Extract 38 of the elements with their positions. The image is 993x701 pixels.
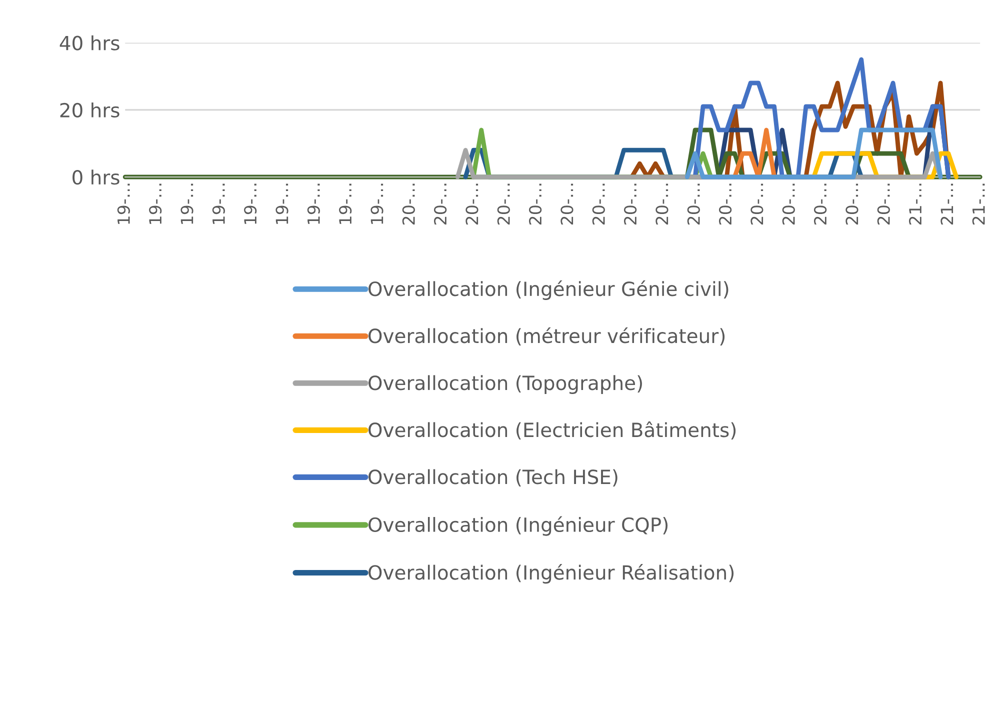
legend-label: Overallocation (Topographe) <box>368 375 642 394</box>
x-tick-label: 20-… <box>624 184 637 225</box>
x-tick-label: 19-… <box>370 184 384 224</box>
x-tick-label: 20-… <box>687 184 700 225</box>
x-tick-label: 20-… <box>560 184 574 225</box>
legend-label: Overallocation (Electricien Bâtiments) <box>368 421 736 440</box>
legend-label: Overallocation (Tech HSE) <box>368 469 618 487</box>
x-tick-label: 20-… <box>402 184 415 225</box>
x-tick-label: 19-… <box>244 184 257 224</box>
x-tick-label: 19-… <box>149 184 162 224</box>
x-tick-label: 20-… <box>529 184 542 225</box>
x-tick-label: 19-… <box>276 184 288 224</box>
x-tick-label: 19-… <box>307 184 320 224</box>
x-tick-label: 19-… <box>212 184 225 224</box>
legend-label: Overallocation (métreur vérificateur) <box>368 327 725 346</box>
legend-label: Overallocation (Ingénieur Génie civil) <box>368 280 728 300</box>
x-tick-label: 20-… <box>877 184 890 225</box>
x-tick-label: 21-… <box>908 184 922 225</box>
x-tick-label: 20-… <box>434 184 447 225</box>
x-tick-label: 20-… <box>846 184 858 225</box>
legend-label: Overallocation (Ingénieur Réalisation) <box>368 564 734 584</box>
x-tick-label: 20-… <box>782 184 795 225</box>
x-tick-label: 20-… <box>656 184 668 225</box>
y-tick-label: 20 hrs <box>60 102 120 118</box>
x-tick-label: 20-… <box>814 184 827 225</box>
x-tick-label: 19-… <box>180 184 194 224</box>
x-tick-label: 20-… <box>497 184 510 225</box>
legend-label: Overallocation (Ingénieur CQP) <box>368 516 668 536</box>
x-tick-label: 19-… <box>117 184 130 224</box>
x-tick-label: 21-… <box>972 184 985 225</box>
x-tick-label: 20-… <box>718 184 732 225</box>
x-tick-label: 20-… <box>750 184 764 225</box>
x-tick-label: 20-… <box>466 184 478 225</box>
y-tick-label: 0 hrs <box>72 170 120 185</box>
x-tick-label: 20-… <box>592 184 605 225</box>
x-tick-label: 21-… <box>940 184 954 225</box>
x-tick-label: 19-… <box>339 184 352 224</box>
y-tick-label: 40 hrs <box>60 35 120 50</box>
